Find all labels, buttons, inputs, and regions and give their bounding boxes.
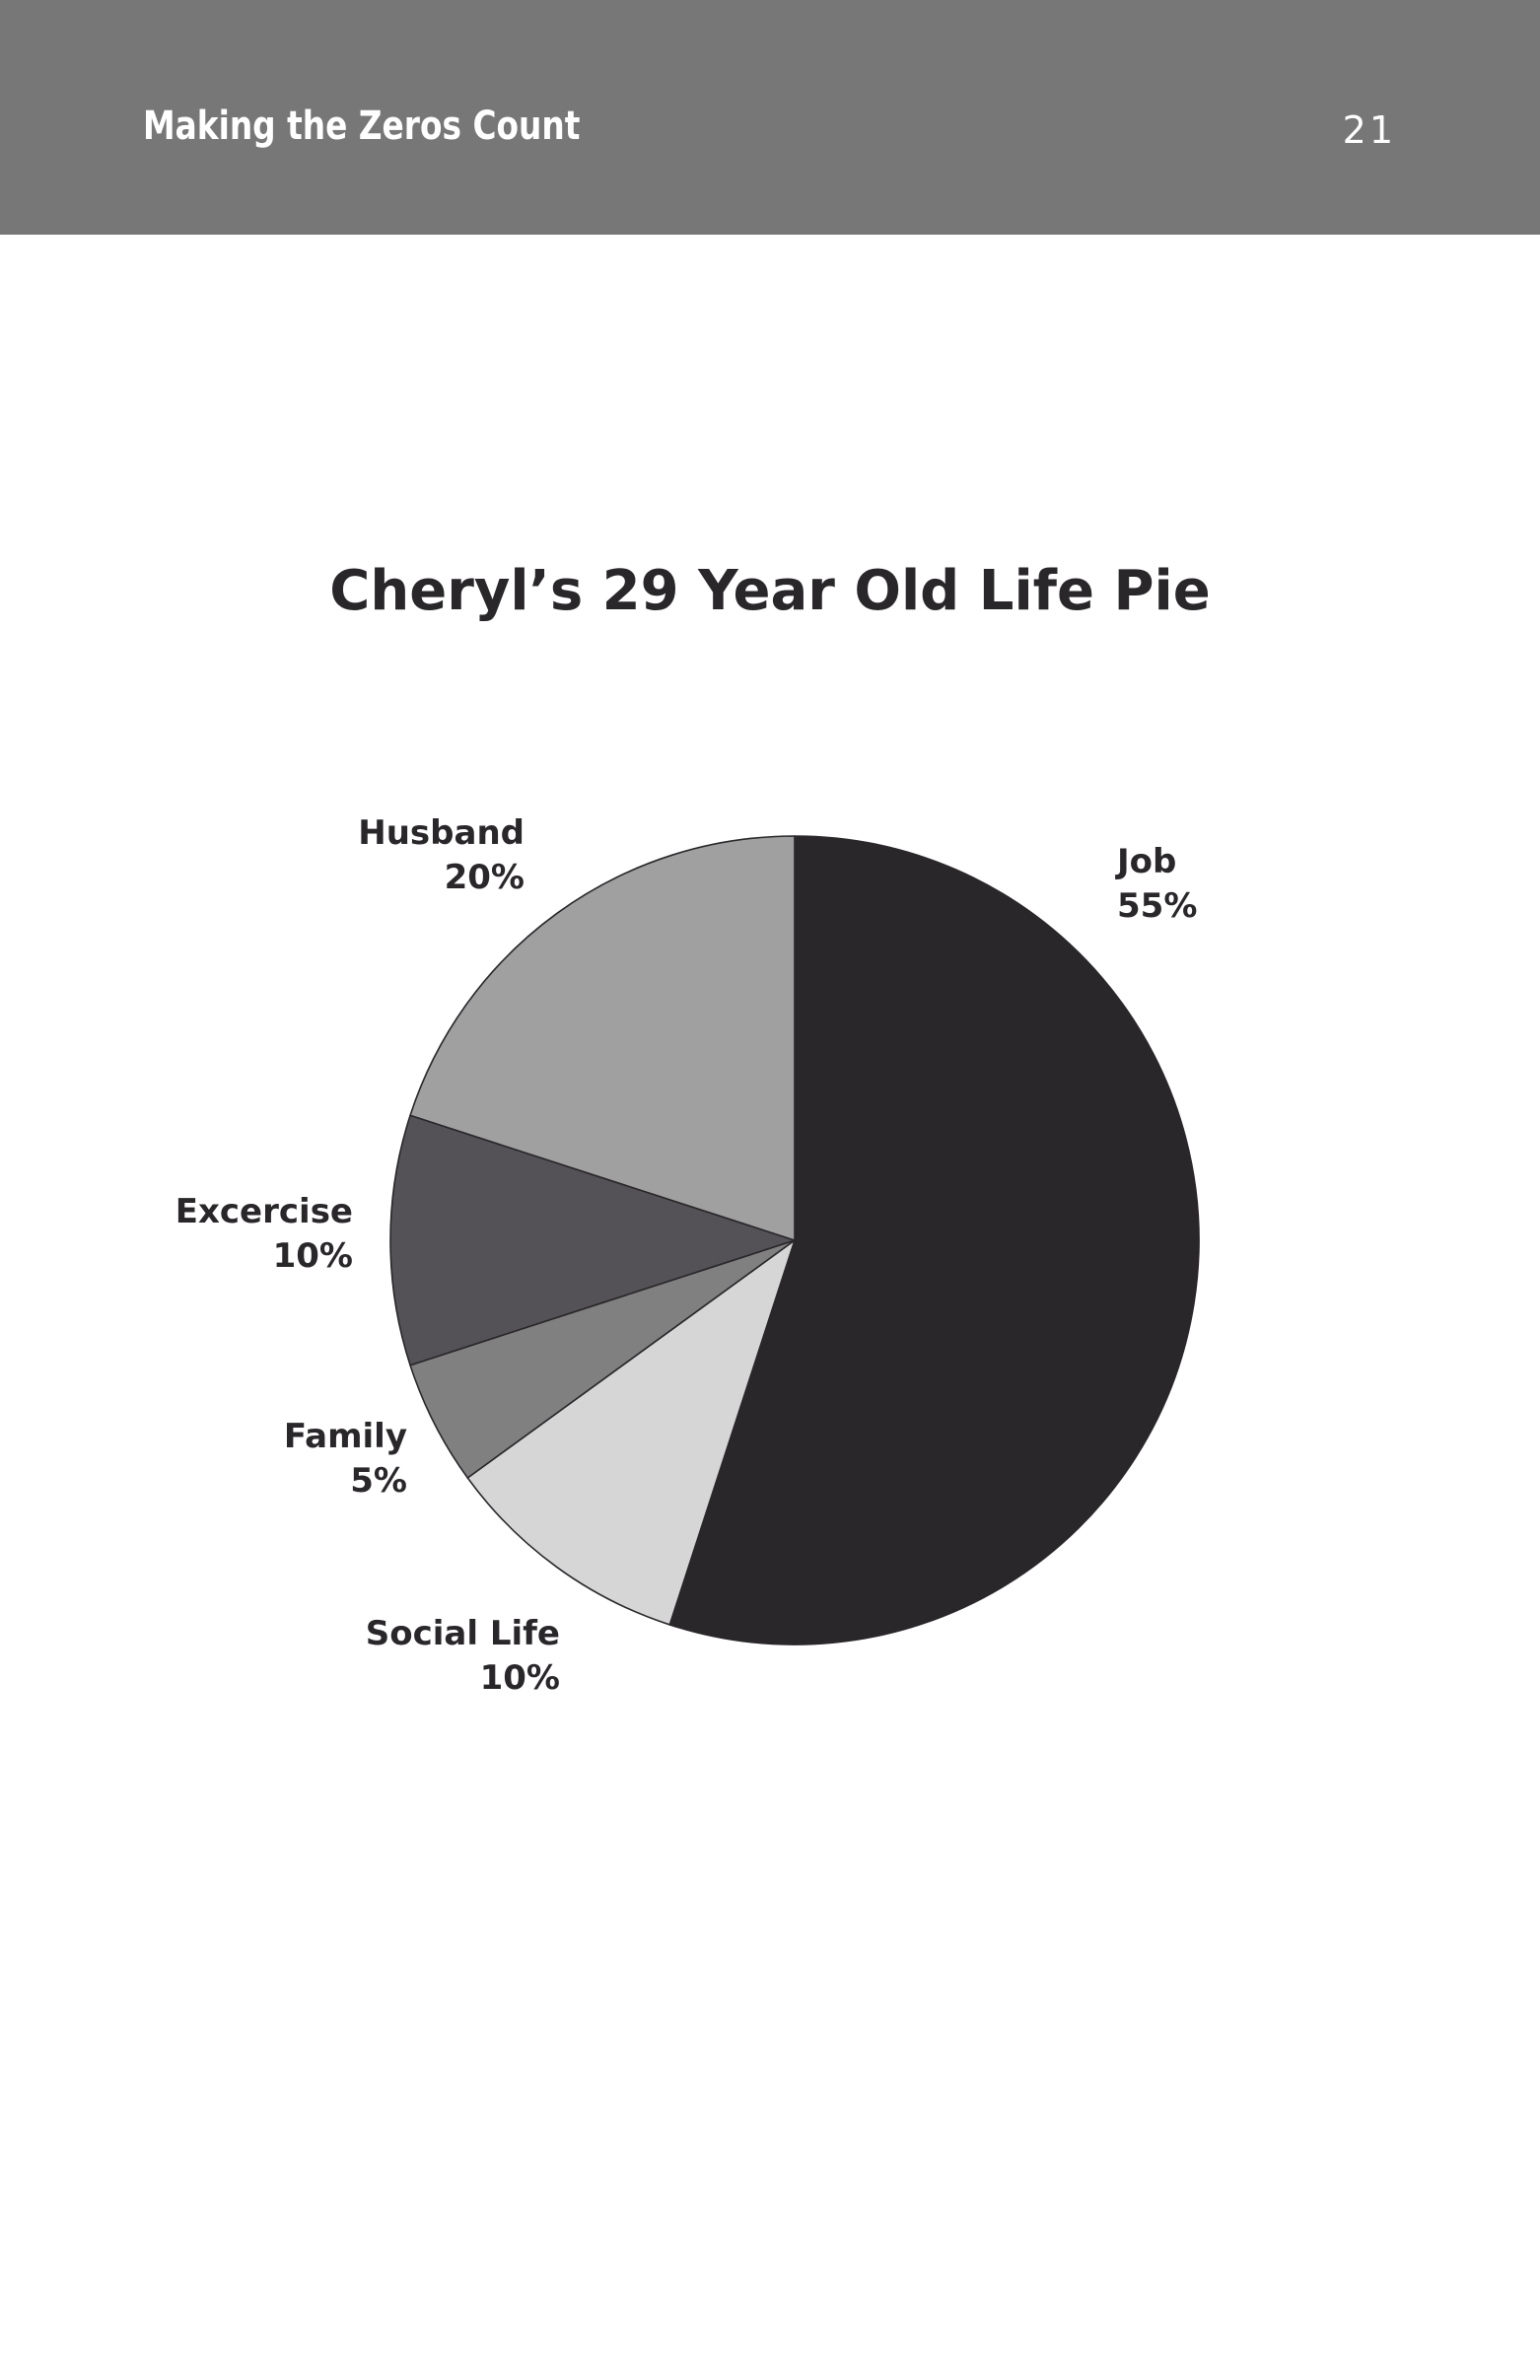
pie-slice-excercise (389, 1114, 796, 1366)
pie-slice-job (668, 835, 1200, 1645)
page-number: 21 (1342, 108, 1396, 152)
slice-label-value: 20% (445, 858, 525, 897)
pie-labels: Job 55% Social Life 10% Family 5% Excercise 10%… (175, 813, 1198, 1698)
slice-label-value: 10% (480, 1658, 560, 1698)
page-header-band: Making the Zeros Count 21 (0, 0, 1540, 235)
chart-title: Cheryl’s 29 Year Old Life Pie (329, 559, 1210, 623)
pie-slices (389, 835, 1200, 1645)
slice-label-value: 10% (273, 1236, 353, 1276)
pie-slice-husband (409, 835, 796, 1241)
slice-label-name: Social Life (366, 1614, 560, 1653)
slice-label-name: Family (284, 1417, 407, 1456)
slice-label-name: Excercise (175, 1192, 353, 1231)
slice-label-name: Husband (358, 813, 525, 853)
pie-slice-social-life (466, 1239, 796, 1626)
slice-label-value: 5% (350, 1461, 407, 1501)
slice-label-value: 55% (1117, 886, 1197, 926)
slice-label-name: Job (1115, 842, 1176, 881)
running-head: Making the Zeros Count (143, 104, 581, 149)
